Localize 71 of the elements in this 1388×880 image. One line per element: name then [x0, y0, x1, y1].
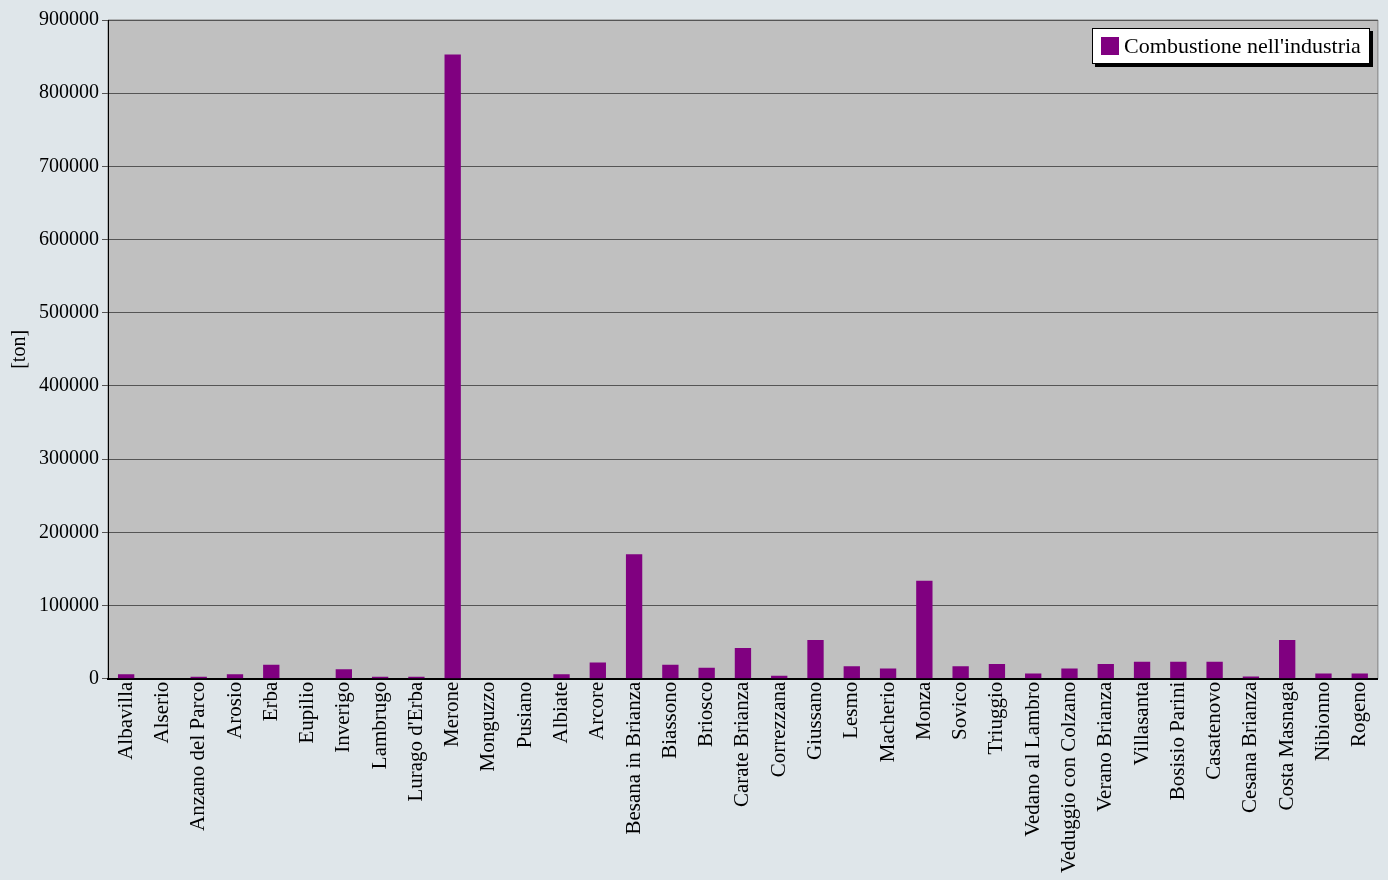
bar: [335, 669, 352, 679]
y-tick-label: 900000: [39, 7, 99, 30]
x-tick-label: Arcore: [584, 681, 609, 740]
x-tick-label: Biassono: [656, 681, 681, 759]
x-tick-label: Anzano del Parco: [185, 681, 210, 831]
y-tick-label: 700000: [39, 153, 99, 176]
y-tick-label: 800000: [39, 80, 99, 103]
bar: [1097, 664, 1114, 679]
y-tick-label: 400000: [39, 373, 99, 396]
bar: [1133, 661, 1151, 679]
x-tick-label: Monza: [910, 681, 935, 741]
x-tick-label: Costa Masnaga: [1273, 681, 1298, 811]
x-tick-label: Merone: [439, 681, 464, 748]
bar: [625, 554, 643, 679]
bar: [988, 664, 1006, 679]
x-tick-label: Carate Brianza: [729, 681, 754, 808]
x-tick-label: Briosco: [693, 681, 718, 748]
bar: [117, 674, 135, 679]
x-tick-label: Lambrugo: [366, 681, 391, 770]
x-tick-label: Rogeno: [1346, 681, 1371, 748]
legend-label: Combustione nell'industria: [1124, 33, 1361, 59]
bar: [662, 664, 679, 679]
y-tick-label: 500000: [39, 300, 99, 323]
x-tick-label: Cesana Brianza: [1237, 681, 1262, 813]
x-tick-label: Correzzana: [765, 681, 790, 778]
x-tick-label: Alserio: [148, 681, 173, 744]
x-tick-label: Macherio: [874, 681, 899, 763]
bar: [1170, 661, 1187, 679]
bar: [734, 647, 752, 679]
bar: [879, 668, 897, 679]
x-tick-label: Albiate: [548, 681, 573, 744]
bar: [444, 54, 461, 679]
bar: [226, 674, 244, 679]
x-tick-label: Villasanta: [1128, 681, 1153, 766]
bar: [807, 639, 824, 679]
y-axis-title: [ton]: [7, 329, 30, 369]
y-tick-label: 100000: [39, 592, 99, 615]
bar: [1206, 661, 1223, 679]
bar: [1279, 639, 1296, 679]
x-tick-label: Lesmo: [838, 681, 863, 739]
y-tick-label: 600000: [39, 226, 99, 249]
x-tick-label: Inverigo: [330, 681, 355, 753]
x-tick-label: Eupilio: [294, 681, 319, 744]
x-tick-label: Verano Brianza: [1092, 681, 1117, 812]
x-tick-label: Sovico: [947, 681, 972, 741]
x-tick-label: Giussano: [802, 681, 827, 760]
y-tick-label: 200000: [39, 519, 99, 542]
x-tick-label: Besana in Brianza: [620, 681, 645, 835]
x-tick-label: Pusiano: [511, 681, 536, 749]
x-tick-label: Albavilla: [112, 681, 137, 760]
x-tick-label: Monguzzo: [475, 681, 500, 772]
x-tick-label: Triuggio: [983, 681, 1008, 755]
x-tick-label: Casatenovo: [1201, 681, 1226, 780]
bar: [1061, 668, 1078, 679]
y-tick-label: 300000: [39, 446, 99, 469]
bar: [698, 667, 715, 679]
x-tick-label: Lurago d'Erba: [402, 681, 427, 802]
x-tick-label: Nibionno: [1309, 681, 1334, 762]
bar: [263, 664, 280, 679]
x-tick-label: Arosio: [221, 681, 246, 739]
bar: [553, 674, 570, 679]
y-tick-label: 0: [89, 665, 99, 688]
bar: [843, 666, 860, 679]
bar: [589, 662, 606, 679]
bar: [916, 580, 933, 679]
x-tick-label: Vedano al Lambro: [1019, 681, 1044, 837]
x-tick-label: Erba: [257, 681, 282, 722]
x-tick-label: Veduggio con Colzano: [1056, 681, 1080, 873]
bar: [1315, 673, 1332, 679]
bar: [952, 666, 969, 679]
x-tick-label: Bosisio Parini: [1164, 681, 1189, 801]
